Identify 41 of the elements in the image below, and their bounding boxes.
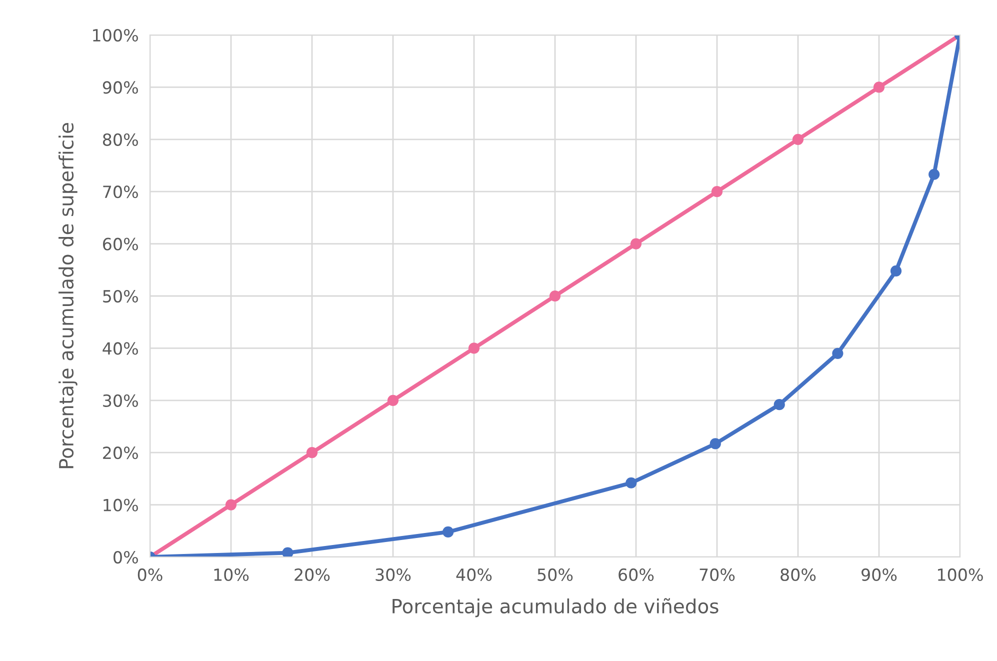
y-tick-label: 70% [103,186,138,198]
x-tick-label: 90% [862,568,897,582]
y-tick-label: 20% [103,446,138,460]
point [626,477,637,488]
y-tick-label: 40% [102,342,138,355]
point [890,265,902,276]
y-tick-label: 30% [103,394,138,407]
y-tick-label: 80% [102,133,138,146]
point [549,290,561,302]
y-axis-title: Porcentaje acumulado de superficie [58,123,78,468]
y-tick-label: 0% [114,550,138,564]
x-tick-label: 80% [780,568,816,582]
x-tick-label: 60% [618,568,654,582]
x-tick-label: 40% [456,568,492,582]
x-axis-title: Porcentaje acumulado de viñedos [392,598,718,618]
point [387,394,399,406]
x-tick-label: 50% [538,568,573,582]
y-tick-label: 90% [102,81,138,94]
x-tick-label: 10% [214,568,249,582]
point [832,348,844,359]
x-tick-label: 30% [376,568,411,582]
point [710,438,721,450]
y-tick-label: 50% [103,290,138,303]
x-tick-label: 70% [700,568,735,582]
point [225,499,237,510]
x-tick-label: 100% [938,568,983,582]
point [282,547,294,557]
point [928,168,940,180]
point [873,82,885,93]
x-tick-label: 0% [138,568,162,582]
x-tick-label: 20% [294,568,330,582]
y-tick-label: 10% [104,498,138,512]
point [630,238,642,250]
point [442,526,454,538]
point [774,399,785,410]
point [792,134,804,145]
y-tick-label: 60% [103,238,138,250]
point [711,186,723,198]
point [306,447,318,458]
y-tick-label: 100% [93,28,138,42]
point [468,342,480,354]
